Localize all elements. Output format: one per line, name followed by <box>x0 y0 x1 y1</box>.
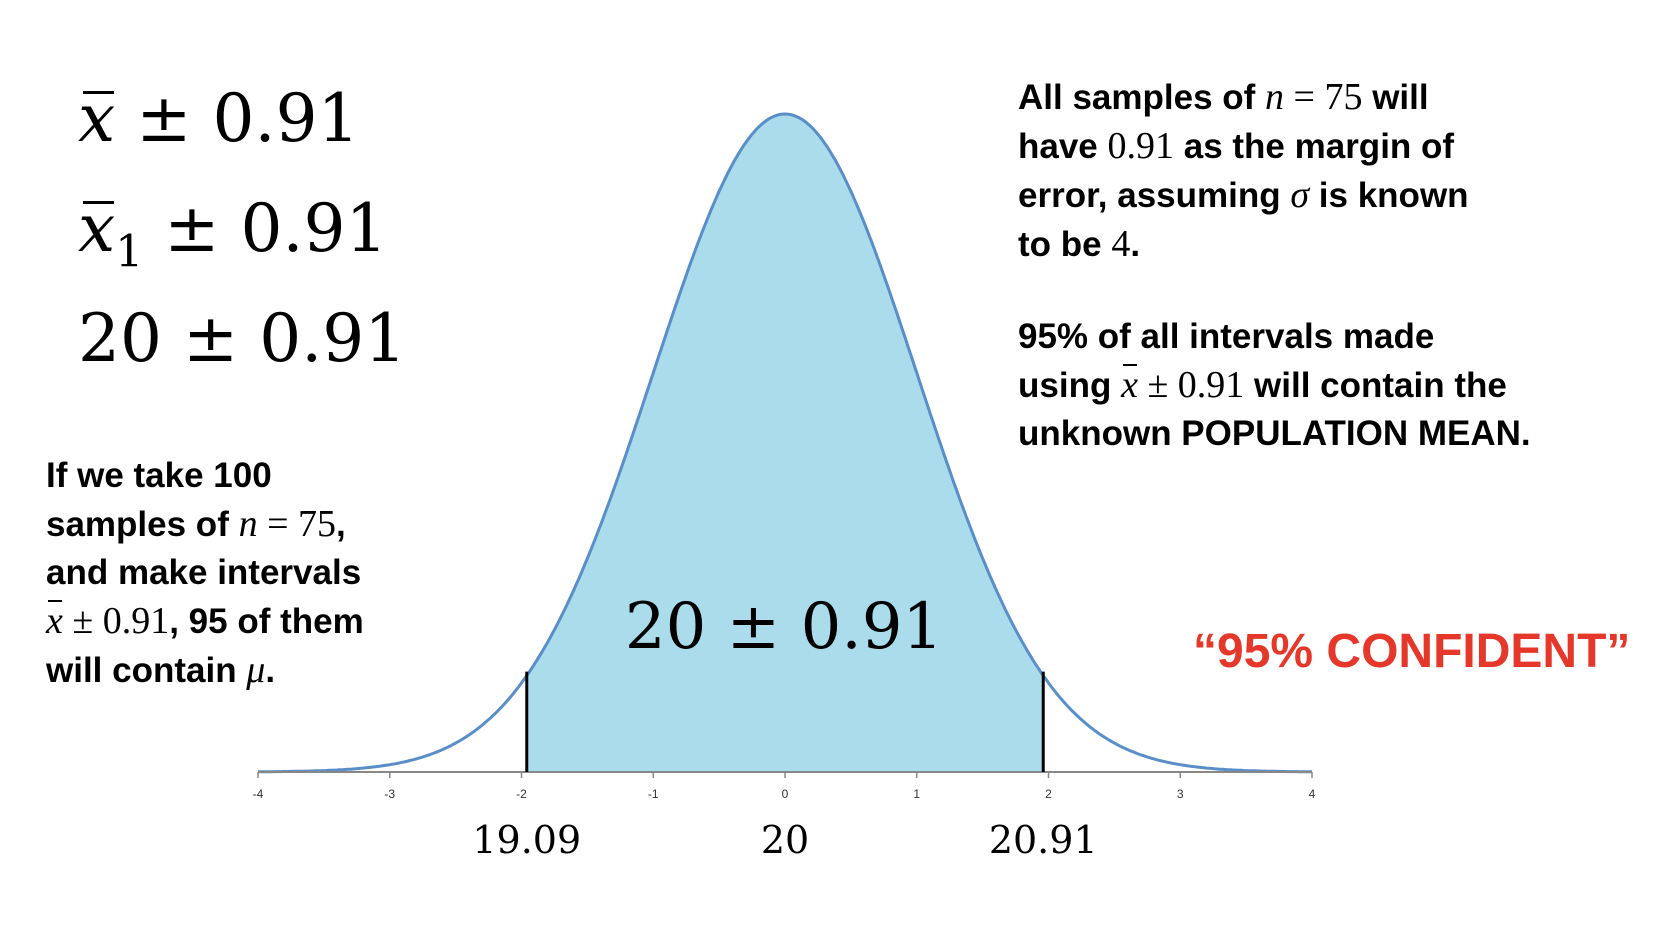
x-tick-label: 0 <box>782 787 789 801</box>
x-tick-label: -3 <box>384 787 395 801</box>
boundary-label: 20.91 <box>989 818 1098 862</box>
left-line-1: If we take 100 <box>46 456 272 495</box>
right1-line-4: to be 4. <box>1018 223 1141 265</box>
right1-line-1: All samples of n = 75 will <box>1018 76 1429 118</box>
left-line-4: x ± 0.91, 95 of them <box>46 597 446 646</box>
xbar-symbol: x <box>78 80 116 157</box>
formula-20: 20 ± 0.91 <box>78 306 406 372</box>
xbar1-symbol: x <box>78 190 116 267</box>
formula-xbar1-rest: ± 0.91 <box>143 190 388 267</box>
boundary-label: 19.09 <box>472 818 581 862</box>
x-tick-label: -4 <box>253 787 264 801</box>
x-tick-label: 3 <box>1177 787 1184 801</box>
interval-annotation: 20 ± 0.91 <box>625 590 943 664</box>
formula-xbar-rest: ± 0.91 <box>115 80 360 157</box>
x-tick-label: 1 <box>913 787 920 801</box>
right2-line-3: unknown POPULATION MEAN. <box>1018 414 1531 453</box>
right-paragraph-2: 95% of all intervals made using x ± 0.91… <box>1018 313 1648 458</box>
x-tick-label: -2 <box>516 787 527 801</box>
formula-20-text: 20 ± 0.91 <box>78 300 407 377</box>
normal-curve <box>258 112 1312 774</box>
left-line-2: samples of n = 75, <box>46 503 346 545</box>
right1-line-2: have 0.91 as the margin of <box>1018 125 1455 167</box>
right-paragraph-1: All samples of n = 75 will have 0.91 as … <box>1018 73 1638 269</box>
right2-line-2: using x ± 0.91 will contain the <box>1018 361 1648 410</box>
formula-xbar1: x1 ± 0.91 <box>78 196 387 274</box>
shaded-area <box>526 114 1044 772</box>
confident-label: “95% CONFIDENT” <box>1193 625 1631 678</box>
x-tick-label: 2 <box>1045 787 1052 801</box>
left-line-5: will contain μ. <box>46 649 276 691</box>
formula-xbar: x ± 0.91 <box>78 86 359 152</box>
right1-line-3: error, assuming σ is known <box>1018 174 1469 216</box>
right2-line-1: 95% of all intervals made <box>1018 317 1435 356</box>
x-tick-label: 4 <box>1309 787 1316 801</box>
left-line-3: and make intervals <box>46 553 362 592</box>
x-tick-label: -1 <box>648 787 659 801</box>
xbar1-subscript: 1 <box>115 226 144 278</box>
left-paragraph: If we take 100 samples of n = 75, and ma… <box>46 452 446 695</box>
boundary-label: 20 <box>761 818 809 862</box>
